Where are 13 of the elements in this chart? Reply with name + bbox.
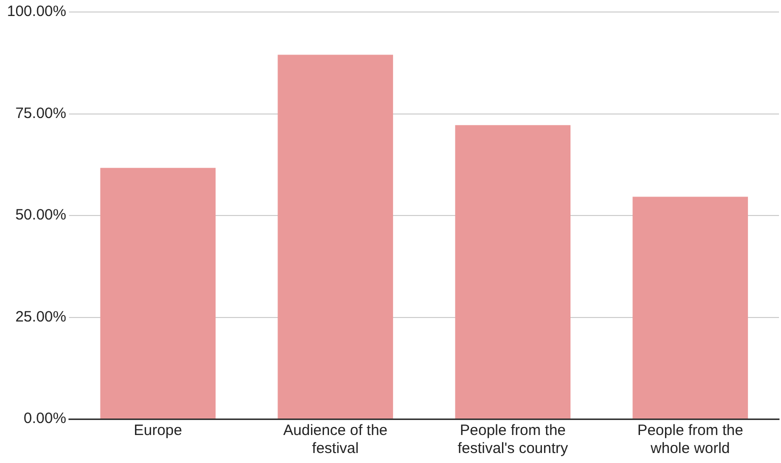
bar	[455, 125, 570, 418]
y-tick-label: 100.00%	[7, 3, 66, 20]
bar	[278, 54, 394, 418]
bar	[632, 196, 748, 418]
y-tick-label: 75.00%	[15, 104, 66, 122]
x-tick-label: Europe	[134, 422, 182, 440]
bar	[100, 168, 216, 418]
y-tick-label: 50.00%	[15, 206, 66, 224]
y-tick-label: 25.00%	[15, 308, 66, 326]
x-tick-label: People from the whole world	[637, 422, 744, 458]
x-tick-label: People from the festival's country	[458, 422, 569, 458]
x-tick-label: Audience of the festival	[283, 422, 388, 458]
y-tick-label: 0.00%	[24, 410, 66, 428]
